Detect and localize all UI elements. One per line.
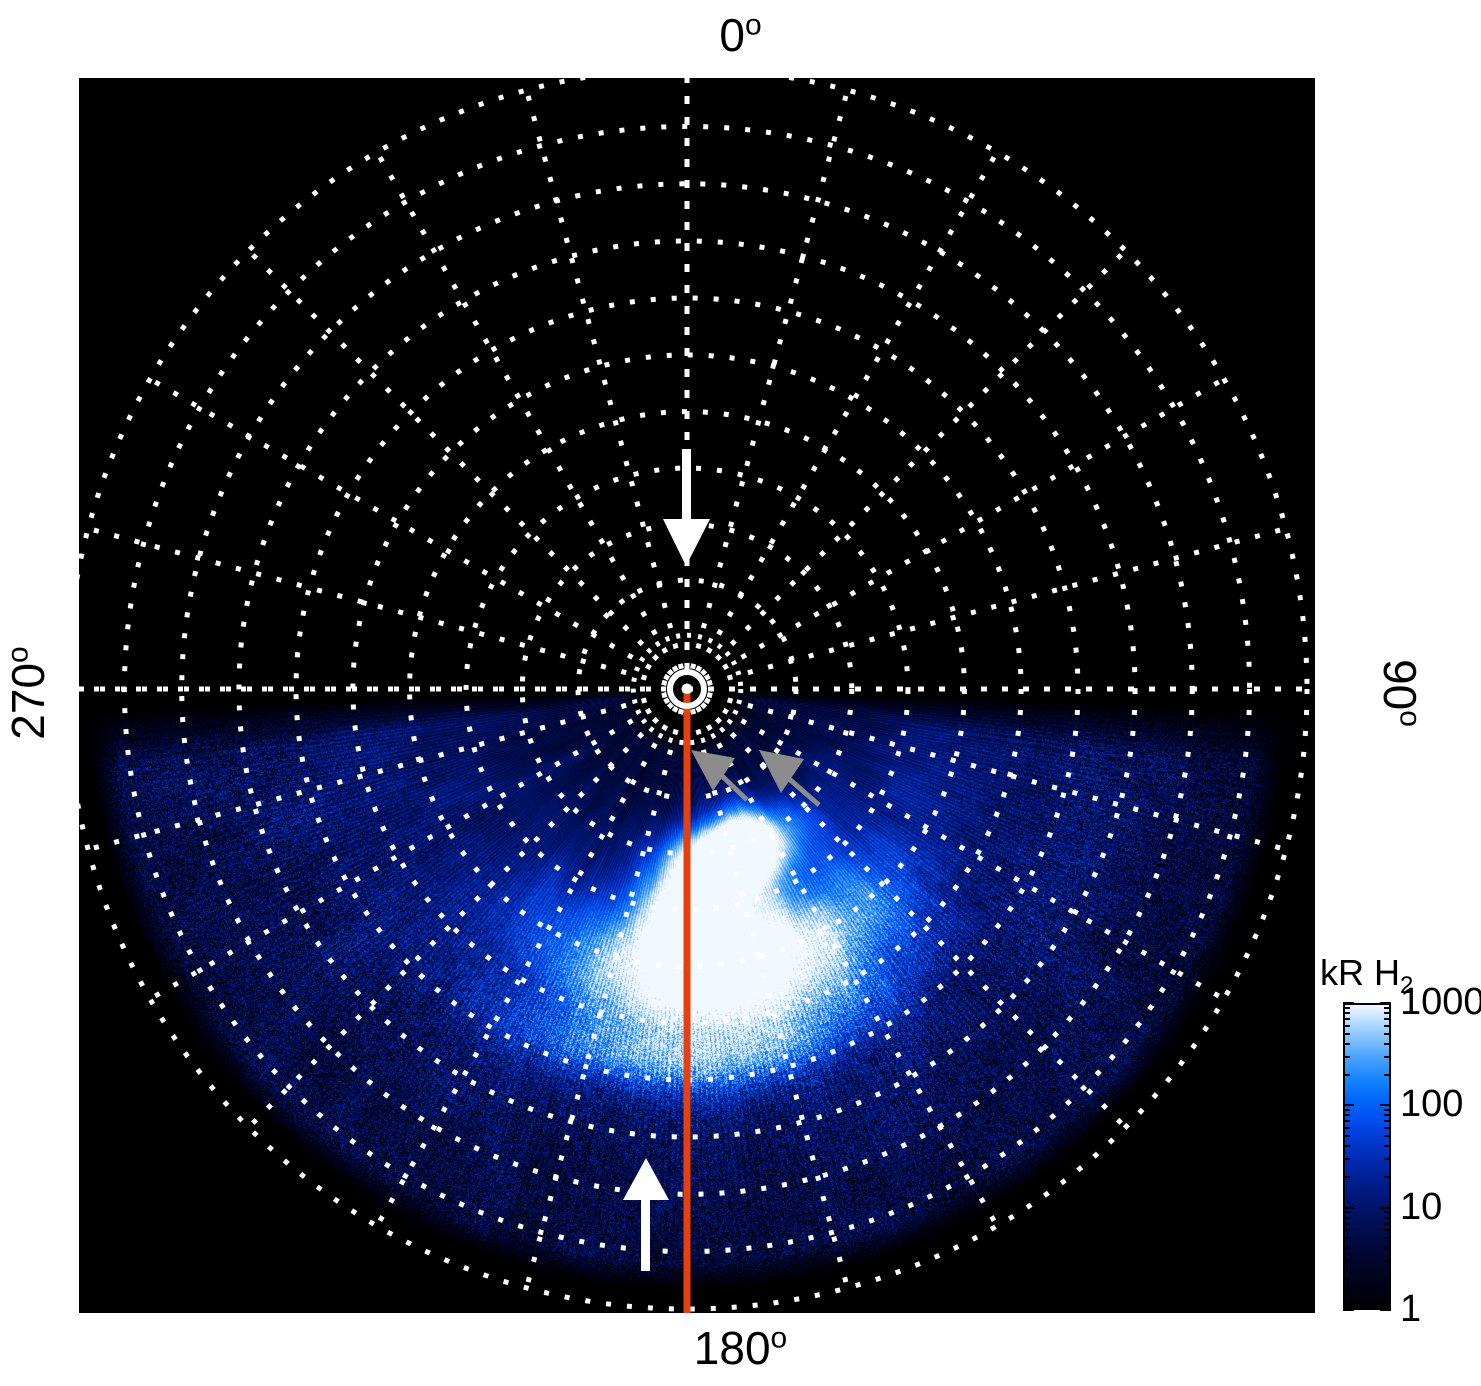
colorbar-tick [1384,1120,1391,1123]
colorbar-tick [1343,1206,1354,1209]
colorbar-tick [1384,1260,1391,1263]
axis-label-0deg: 0o [719,8,762,61]
colorbar-tick [1384,1109,1391,1112]
grid-circle [236,238,1138,1140]
colorbar-tick [1384,1247,1391,1250]
colorbar-tick [1343,1247,1350,1250]
colorbar-tick [1343,1127,1350,1130]
colorbar-tick [1380,1309,1391,1311]
pole-marker-icon [667,669,707,709]
colorbar-tick [1343,1157,1350,1160]
colorbar-tick [1343,1032,1350,1035]
colorbar-tick [1343,1211,1350,1214]
gray-arrow-left-icon [691,750,749,802]
colorbar-tick [1343,1216,1350,1219]
colorbar-tick [1343,1120,1350,1123]
colorbar-tick [1384,1135,1391,1138]
colorbar-tick [1343,1104,1354,1107]
colorbar-tick [1384,1011,1391,1014]
colorbar-tick [1384,1175,1391,1178]
colorbar-tick [1384,1017,1391,1020]
colorbar-tick [1384,1145,1391,1148]
colorbar-tick [1380,1002,1391,1004]
colorbar-tick [1343,1002,1354,1004]
colorbar-tick [1343,1011,1350,1014]
colorbar-title: kR H2 [1320,952,1414,1000]
colorbar-tick [1343,1017,1350,1020]
colorbar: kR H2 1000 100 10 1 [1316,952,1481,1332]
colorbar-tick [1384,1237,1391,1240]
colorbar-tick [1380,1206,1391,1209]
white-arrow-lower-icon [623,1158,669,1271]
colorbar-tick [1343,1260,1350,1263]
colorbar-tick [1343,1237,1350,1240]
colorbar-tick [1343,1055,1350,1058]
colorbar-tick [1384,1157,1391,1160]
colorbar-tick [1343,1309,1354,1311]
colorbar-tick [1343,1114,1350,1117]
colorbar-tick [1343,1109,1350,1112]
colorbar-gradient [1343,1003,1391,1310]
polar-plot-panel [79,78,1315,1313]
colorbar-tick [1343,1145,1350,1148]
colorbar-tick-label-1000: 1000 [1400,981,1481,1023]
axis-label-90deg: 90o [1374,659,1427,727]
colorbar-tick [1384,1042,1391,1045]
colorbar-tick-label-1: 1 [1400,1288,1422,1330]
colorbar-tick [1343,1222,1350,1225]
axis-label-270deg: 270o [1,646,54,740]
colorbar-tick [1343,1073,1350,1076]
colorbar-tick [1384,1211,1391,1214]
colorbar-tick-label-100: 100 [1400,1083,1464,1126]
grid-circle [519,521,855,857]
colorbar-tick [1384,1127,1391,1130]
colorbar-tick [1384,1024,1391,1027]
grid-circle [350,352,1024,1026]
colorbar-tick [1343,1042,1350,1045]
axis-label-180deg: 180o [693,1321,788,1374]
colorbar-tick [1343,1135,1350,1138]
grid-circle [463,465,911,913]
white-arrow-upper-icon [663,449,710,566]
colorbar-tick [1343,1278,1350,1281]
grid-circle [630,632,744,746]
pole-center-dot-icon [682,684,692,694]
colorbar-tick [1384,1216,1391,1219]
colorbar-tick [1343,1024,1350,1027]
colorbar-ticks [1343,1002,1391,1311]
colorbar-tick [1380,1104,1391,1107]
grid-circle [79,78,1310,1312]
colorbar-tick [1384,1055,1391,1058]
colorbar-tick [1343,1175,1350,1178]
colorbar-tick [1384,1222,1391,1225]
colorbar-tick [1384,1229,1391,1232]
colorbar-tick [1384,1278,1391,1281]
annotation-overlay [623,449,821,1313]
gray-arrow-right-icon [759,750,821,807]
colorbar-tick [1384,1073,1391,1076]
colorbar-tick [1343,1006,1350,1009]
colorbar-tick [1343,1229,1350,1232]
colorbar-tick [1384,1006,1391,1009]
colorbar-tick-label-10: 10 [1400,1185,1443,1228]
colorbar-tick [1384,1114,1391,1117]
colorbar-tick [1384,1032,1391,1035]
